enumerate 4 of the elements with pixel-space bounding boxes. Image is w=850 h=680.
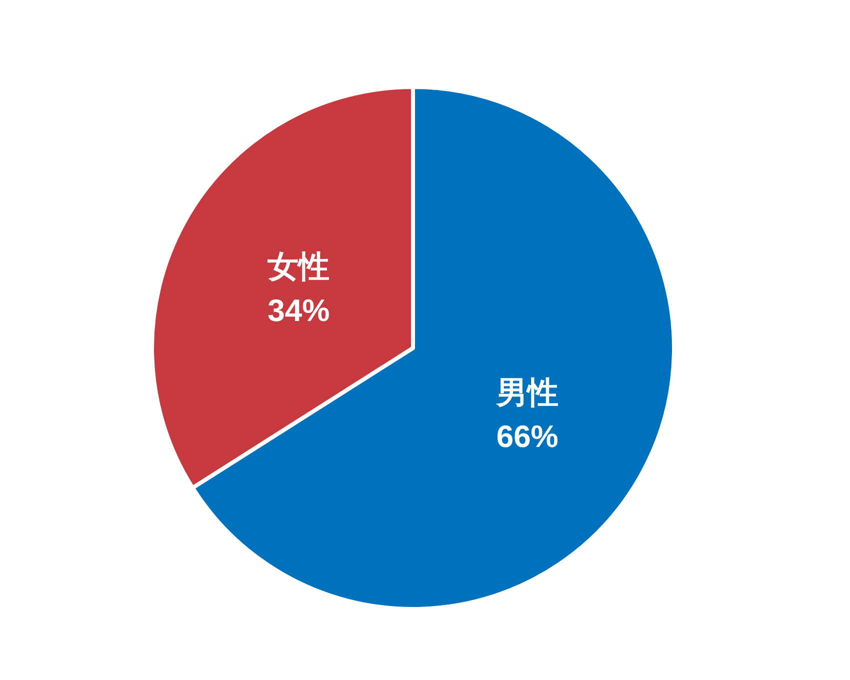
data-label: 66%	[496, 418, 558, 454]
data-label: 34%	[268, 293, 330, 328]
slice-label: 男性	[495, 374, 558, 410]
slice-label: 女性	[266, 249, 330, 284]
